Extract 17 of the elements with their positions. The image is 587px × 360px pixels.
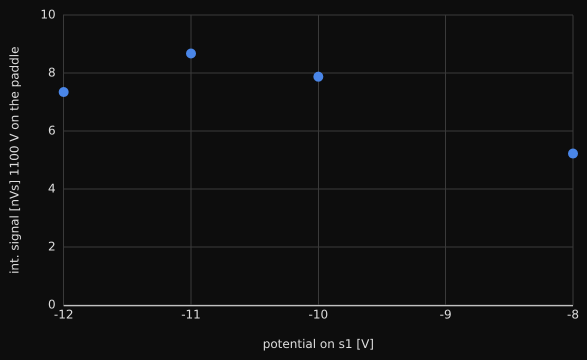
y-tick-label: 2	[48, 239, 56, 254]
x-tick-label: -8	[567, 308, 579, 322]
point	[186, 48, 196, 58]
x-tick-label: -12	[54, 308, 74, 322]
point	[313, 72, 324, 82]
y-tick-label: 4	[48, 181, 56, 196]
y-tick-label: 6	[48, 123, 56, 138]
point	[58, 87, 69, 98]
y-tick-label: 0	[48, 297, 56, 312]
x-tick-label: -9	[440, 308, 452, 322]
x-tick-label: -11	[181, 308, 201, 322]
y-tick-label: 8	[48, 65, 56, 80]
x-axis-title: potential on s1 [V]	[262, 336, 374, 351]
y-axis-title: int. signal [nVs] 1100 V on the paddle	[7, 46, 22, 274]
point	[568, 148, 578, 159]
x-tick-label: -10	[308, 308, 328, 322]
y-tick-label: 10	[40, 7, 56, 22]
